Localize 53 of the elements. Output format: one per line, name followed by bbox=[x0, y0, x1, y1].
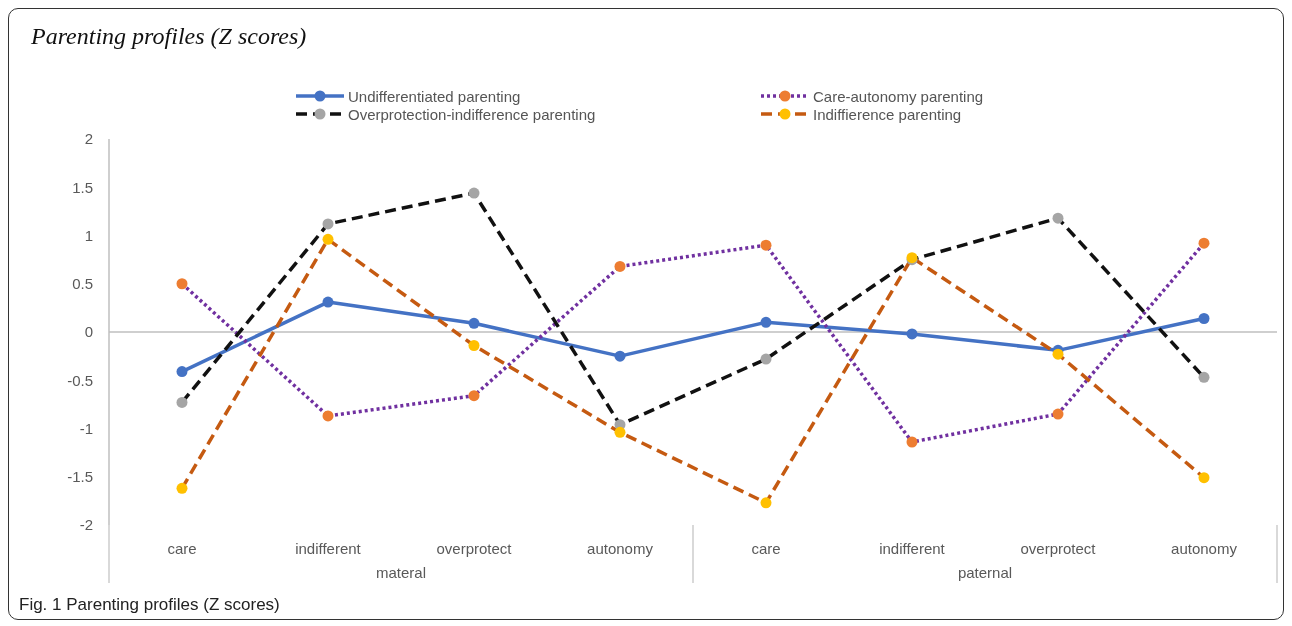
text: paternal bbox=[956, 564, 1014, 581]
point bbox=[468, 317, 480, 329]
point bbox=[176, 366, 188, 378]
y-tick-label: 0.5 bbox=[72, 275, 93, 293]
point bbox=[614, 350, 626, 362]
point bbox=[322, 410, 334, 422]
x-tick-label: indifferent bbox=[295, 539, 362, 557]
point bbox=[322, 218, 334, 230]
x-tick-label: care bbox=[167, 539, 197, 557]
point bbox=[322, 233, 334, 245]
point bbox=[1198, 472, 1210, 484]
point bbox=[1052, 212, 1064, 224]
point bbox=[1052, 408, 1064, 420]
point bbox=[760, 497, 772, 509]
point bbox=[176, 482, 188, 494]
point bbox=[1198, 371, 1210, 383]
y-tick-label: 1.5 bbox=[72, 178, 93, 196]
point bbox=[760, 316, 772, 328]
x-tick-label: care bbox=[751, 539, 781, 557]
point bbox=[906, 436, 918, 448]
point bbox=[614, 260, 626, 272]
point bbox=[322, 296, 334, 308]
point bbox=[760, 239, 772, 251]
point bbox=[468, 340, 480, 352]
y-tick-label: -2 bbox=[79, 516, 93, 534]
point bbox=[176, 278, 188, 290]
legend-label: Overprotection-indifference parenting bbox=[348, 105, 596, 123]
point bbox=[176, 396, 188, 408]
y-tick-label: 0 bbox=[84, 323, 93, 341]
text: materal bbox=[375, 564, 427, 581]
x-tick-label: indifferent bbox=[879, 539, 946, 557]
legend-label: Care-autonomy parenting bbox=[813, 87, 984, 105]
y-tick-label: -1 bbox=[79, 419, 93, 437]
legend-label: Undifferentiated parenting bbox=[348, 87, 521, 105]
y-tick-label: -0.5 bbox=[67, 371, 93, 389]
y-tick-label: 2 bbox=[84, 130, 93, 148]
point bbox=[1198, 237, 1210, 249]
point bbox=[468, 187, 480, 199]
caption: Fig. 1 Parenting profiles (Z scores) bbox=[19, 595, 280, 615]
point bbox=[1198, 312, 1210, 324]
chart-title: Parenting profiles (Z scores) bbox=[31, 23, 307, 50]
y-tick-label: -1.5 bbox=[67, 468, 93, 486]
x-tick-label: autonomy bbox=[587, 539, 654, 557]
point bbox=[468, 390, 480, 402]
point bbox=[906, 328, 918, 340]
point bbox=[614, 426, 626, 438]
point bbox=[1052, 348, 1064, 360]
legend-label: Indiffierence parenting bbox=[813, 105, 962, 123]
x-tick-label: overprotect bbox=[436, 539, 513, 557]
x-tick-label: overprotect bbox=[1020, 539, 1097, 557]
x-tick-label: autonomy bbox=[1171, 539, 1238, 557]
y-tick-label: 1 bbox=[84, 226, 93, 244]
point bbox=[760, 353, 772, 365]
